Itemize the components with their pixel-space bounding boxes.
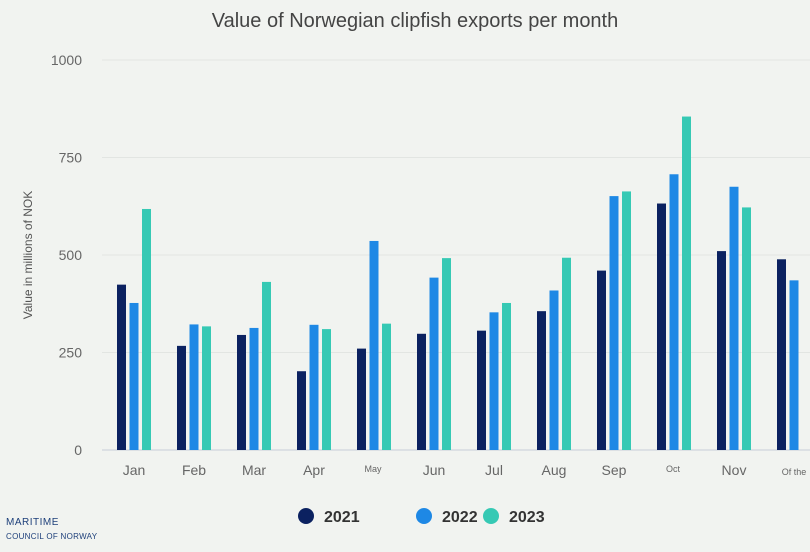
- x-tick-label: Jun: [423, 462, 446, 478]
- bar-2022-nov: [729, 186, 739, 450]
- bar-2022-feb: [189, 324, 199, 450]
- bar-2022-mar: [249, 327, 259, 450]
- bar-2021-of-the: [777, 259, 786, 450]
- x-tick-label: Aug: [542, 462, 567, 478]
- x-tick-label: Nov: [722, 462, 747, 478]
- brand-line-1: MARITIME: [6, 517, 59, 528]
- bar-2022-aug: [549, 290, 559, 450]
- bar-2021-nov: [717, 251, 726, 450]
- bar-2021-apr: [297, 371, 306, 450]
- bar-2021-may: [357, 348, 366, 450]
- legend-marker-2022: [416, 508, 432, 524]
- legend-marker-2023: [483, 508, 499, 524]
- bar-2021-aug: [537, 311, 546, 450]
- bar-2023-aug: [562, 257, 571, 450]
- bar-2021-mar: [237, 334, 246, 450]
- bar-2023-feb: [202, 326, 211, 450]
- x-tick-label: Mar: [242, 462, 266, 478]
- bar-2023-mar: [262, 281, 271, 450]
- y-axis-ticks: 0 250 500 750 1000: [51, 52, 82, 458]
- brand-line-2: COUNCIL OF NORWAY: [6, 532, 98, 541]
- chart-title: Value of Norwegian clipfish exports per …: [212, 10, 619, 32]
- legend: 2021 2022 2023: [298, 508, 545, 526]
- bar-2023-apr: [322, 329, 331, 450]
- bar-2021-jan: [117, 284, 126, 450]
- bar-2021-oct: [657, 203, 666, 450]
- bar-2021-sep: [597, 270, 606, 450]
- bar-2023-jun: [442, 258, 451, 450]
- y-axis-label: Value in millions of NOK: [21, 191, 35, 320]
- x-tick-label: Apr: [303, 462, 325, 478]
- bar-2022-jun: [429, 277, 439, 450]
- bar-2023-nov: [742, 207, 751, 450]
- legend-label-2021: 2021: [324, 509, 360, 526]
- y-tick-label: 0: [74, 442, 82, 458]
- bar-2022-may: [369, 240, 379, 450]
- y-tick-label: 500: [59, 247, 83, 263]
- bar-2021-jun: [417, 333, 426, 450]
- bar-2023-jul: [502, 302, 511, 450]
- bar-2021-feb: [177, 345, 186, 450]
- bar-2022-of-the: [789, 280, 799, 450]
- bar-2023-oct: [682, 116, 691, 451]
- legend-label-2023: 2023: [509, 509, 545, 526]
- bar-2021-jul: [477, 330, 486, 450]
- bar-2022-jan: [129, 302, 139, 450]
- bar-2022-sep: [609, 196, 619, 450]
- x-tick-label: Oct: [666, 464, 681, 474]
- bar-2023-jan: [142, 208, 151, 450]
- legend-label-2022: 2022: [442, 509, 478, 526]
- legend-marker-2021: [298, 508, 314, 524]
- bar-2022-apr: [309, 324, 319, 450]
- gridlines: [102, 59, 810, 451]
- y-tick-label: 1000: [51, 52, 82, 68]
- bars: [117, 116, 799, 451]
- bar-2022-jul: [489, 312, 499, 450]
- bar-2022-oct: [669, 174, 679, 450]
- bar-2023-sep: [622, 191, 631, 450]
- x-tick-label: Of the: [782, 467, 807, 477]
- x-tick-label: Sep: [602, 462, 627, 478]
- x-axis-ticks: Jan Feb Mar Apr May Jun Jul Aug Sep Oct Nov Of the: [123, 462, 807, 478]
- brand-logo: MARITIME COUNCIL OF NORWAY: [6, 516, 97, 544]
- x-tick-label: Jan: [123, 462, 146, 478]
- y-tick-label: 750: [59, 150, 83, 166]
- y-tick-label: 250: [59, 345, 83, 361]
- bar-2023-may: [382, 323, 391, 450]
- x-tick-label: May: [364, 464, 382, 474]
- x-tick-label: Feb: [182, 462, 206, 478]
- x-tick-label: Jul: [485, 462, 503, 478]
